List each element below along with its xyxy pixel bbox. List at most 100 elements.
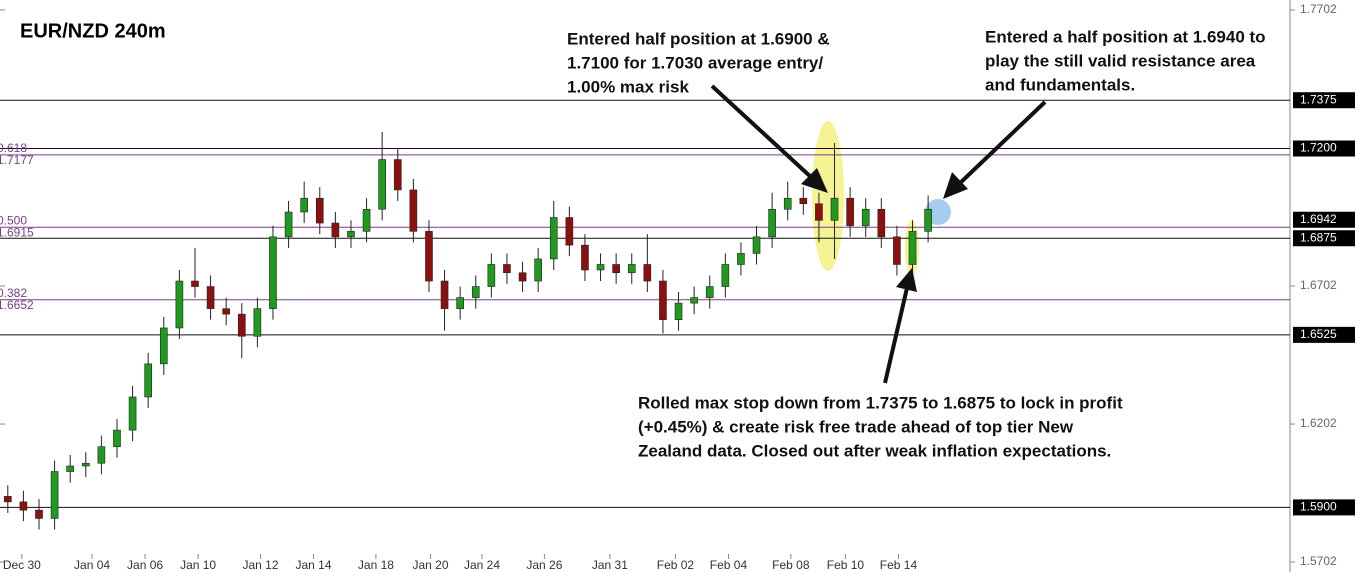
level-box bbox=[1293, 92, 1355, 109]
level-box bbox=[1293, 499, 1355, 516]
arrow-shaft bbox=[883, 287, 909, 384]
candle-body bbox=[503, 264, 511, 274]
candle-body bbox=[253, 308, 262, 337]
annotation-line: (+0.45%) & create risk free trade ahead … bbox=[638, 417, 1074, 436]
candle-body bbox=[144, 363, 152, 398]
x-tick-label: Jan 14 bbox=[296, 558, 332, 572]
candle-body bbox=[721, 264, 730, 287]
candle-body bbox=[846, 197, 854, 227]
candle-body bbox=[113, 429, 121, 447]
candle-body bbox=[908, 231, 917, 265]
candle-body bbox=[705, 286, 714, 298]
x-tick-label: Feb 04 bbox=[710, 558, 748, 572]
candle-body bbox=[752, 236, 761, 254]
x-tick-label: Dec 30 bbox=[3, 558, 41, 572]
candle-body bbox=[518, 272, 527, 282]
candle-body bbox=[534, 258, 542, 282]
candle-body bbox=[565, 217, 574, 246]
annotation-line: 1.00% max risk bbox=[567, 77, 689, 96]
level-box bbox=[1293, 230, 1355, 247]
candle-body bbox=[222, 308, 230, 315]
level-label: 1.6942 bbox=[1300, 212, 1337, 226]
y-tick-label: 1.6202 bbox=[1300, 416, 1337, 430]
candle-body bbox=[877, 208, 886, 238]
candle-body bbox=[315, 197, 324, 224]
annotation: Entered half position at 1.6900 & 1.7100… bbox=[567, 29, 830, 96]
annotation-line: and fundamentals. bbox=[985, 75, 1135, 94]
level-label: 1.6875 bbox=[1300, 230, 1337, 244]
arrow-shaft bbox=[710, 84, 814, 180]
candle-body bbox=[269, 236, 277, 309]
x-tick-label: Jan 26 bbox=[526, 558, 562, 572]
level-label: 1.7200 bbox=[1300, 141, 1337, 155]
fib-ratio: 0.500 bbox=[0, 213, 27, 227]
candle-body bbox=[440, 280, 449, 309]
candle-body bbox=[97, 446, 106, 464]
x-tick-label: Jan 06 bbox=[127, 558, 163, 572]
candle-body bbox=[861, 208, 870, 227]
annotation-line: Zealand data. Closed out after weak infl… bbox=[638, 441, 1111, 460]
x-tick-label: Jan 31 bbox=[592, 558, 628, 572]
annotation-line: Rolled max stop down from 1.7375 to 1.68… bbox=[638, 393, 1123, 412]
candle-body bbox=[456, 297, 464, 309]
level-box bbox=[1293, 326, 1355, 343]
candle-body bbox=[50, 471, 59, 519]
candle-body bbox=[206, 286, 215, 309]
candle-body bbox=[300, 197, 308, 213]
x-tick-label: Feb 14 bbox=[880, 558, 918, 572]
candle-body bbox=[783, 197, 792, 210]
annotation-line: Entered half position at 1.6900 & bbox=[567, 29, 830, 48]
arrow-head bbox=[896, 268, 917, 292]
candle-body bbox=[674, 302, 683, 320]
chart-title: EUR/NZD 240m bbox=[20, 20, 166, 42]
candle-body bbox=[425, 231, 433, 282]
arrows bbox=[710, 84, 1047, 384]
candle-body bbox=[331, 222, 340, 238]
candle-body bbox=[378, 159, 386, 210]
candle-body bbox=[549, 217, 558, 260]
level-label: 1.5900 bbox=[1300, 500, 1337, 514]
candle-body bbox=[159, 327, 168, 365]
fib-price: 1.7177 bbox=[0, 153, 34, 167]
annotation: Rolled max stop down from 1.7375 to 1.68… bbox=[638, 393, 1123, 460]
level-label: 1.6525 bbox=[1300, 327, 1337, 341]
annotation-line: 1.7100 for 1.7030 average entry/ bbox=[567, 53, 823, 72]
x-tick-label: Jan 04 bbox=[74, 558, 110, 572]
candle-body bbox=[393, 159, 402, 191]
x-tick-label: Feb 02 bbox=[657, 558, 695, 572]
candle-body bbox=[768, 208, 776, 238]
candle-body bbox=[690, 297, 698, 304]
candle-body bbox=[830, 197, 839, 221]
candle-body bbox=[737, 253, 745, 265]
x-tick-label: Jan 24 bbox=[464, 558, 500, 572]
candle-body bbox=[612, 264, 620, 274]
candle-body bbox=[627, 264, 636, 274]
candle-body bbox=[66, 465, 75, 472]
annotation-line: play the still valid resistance area bbox=[985, 51, 1256, 70]
candle-body bbox=[237, 313, 246, 337]
candle-body bbox=[409, 189, 418, 232]
candle-body bbox=[81, 462, 90, 467]
candle-body bbox=[487, 264, 496, 287]
candle-body bbox=[362, 208, 371, 232]
x-tick-label: Jan 20 bbox=[413, 558, 449, 572]
y-tick-label: 1.5702 bbox=[1300, 554, 1337, 568]
x-tick-label: Jan 10 bbox=[180, 558, 216, 572]
candle-body bbox=[3, 496, 12, 503]
candle-body bbox=[35, 509, 43, 519]
candle-body bbox=[815, 203, 823, 221]
candle-body bbox=[347, 231, 355, 238]
y-tick-label: 1.6702 bbox=[1300, 278, 1337, 292]
candle-body bbox=[596, 264, 605, 271]
candle-body bbox=[581, 244, 589, 271]
arrow-head bbox=[943, 172, 968, 199]
candle-body bbox=[643, 264, 652, 282]
annotation-line: Entered a half position at 1.6940 to bbox=[985, 27, 1266, 46]
x-tick-label: Feb 10 bbox=[827, 558, 865, 572]
candle-body bbox=[19, 501, 28, 511]
candle-body bbox=[284, 211, 293, 238]
arrow-head bbox=[801, 168, 828, 193]
candle-body bbox=[893, 236, 901, 265]
